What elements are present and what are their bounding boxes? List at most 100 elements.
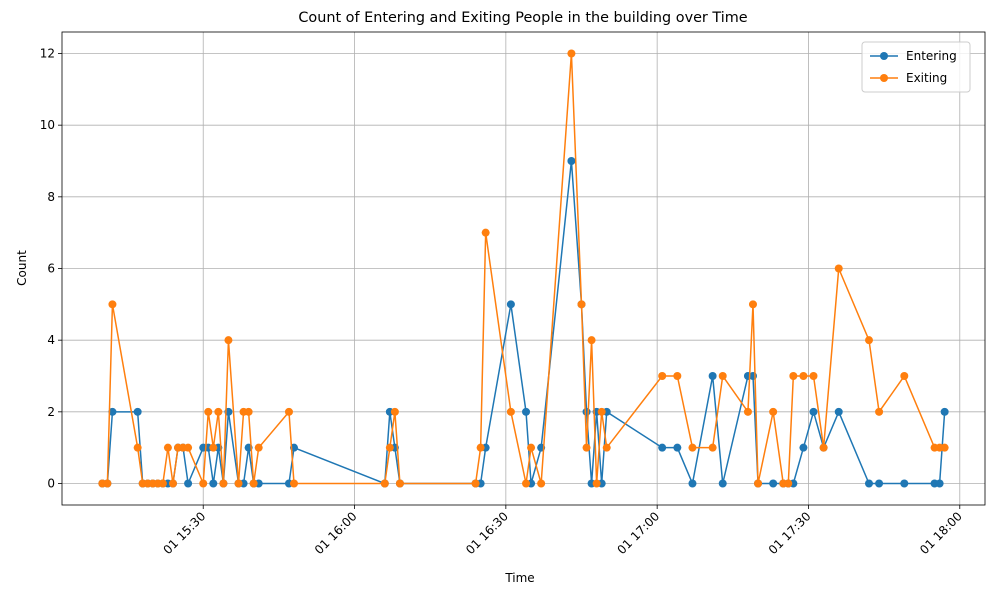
data-point	[587, 336, 596, 345]
data-point	[567, 49, 576, 58]
data-point	[506, 300, 515, 309]
data-point	[718, 479, 727, 488]
data-point	[522, 407, 531, 416]
data-point	[184, 479, 193, 488]
data-point	[390, 407, 399, 416]
data-point	[214, 407, 223, 416]
data-point	[168, 479, 177, 488]
data-point	[506, 407, 515, 416]
x-tick-label: 01 17:30	[766, 509, 814, 557]
data-point	[658, 372, 667, 380]
data-point	[597, 407, 606, 416]
data-point	[718, 372, 727, 380]
data-point	[688, 479, 697, 488]
data-point	[673, 443, 682, 452]
data-point	[133, 443, 142, 452]
data-point	[834, 264, 843, 273]
data-point	[688, 443, 697, 452]
y-tick-label: 12	[40, 47, 55, 61]
legend-marker	[880, 52, 888, 60]
data-point	[234, 479, 243, 488]
data-point	[537, 479, 546, 488]
data-point	[748, 300, 757, 309]
data-point	[900, 479, 909, 488]
legend-label: Entering	[906, 49, 957, 63]
x-tick-label: 01 17:00	[614, 509, 662, 557]
data-point	[219, 479, 228, 488]
data-point	[789, 372, 798, 380]
data-point	[673, 372, 682, 380]
y-tick-label: 4	[47, 333, 55, 347]
data-point	[658, 443, 667, 452]
data-point	[582, 443, 591, 452]
data-point	[224, 336, 233, 345]
x-tick-label: 01 16:30	[463, 509, 511, 557]
data-point	[799, 443, 808, 452]
data-point	[471, 479, 480, 488]
data-point	[527, 443, 536, 452]
data-point	[284, 407, 293, 416]
data-point	[158, 479, 167, 488]
data-point	[940, 407, 949, 416]
data-point	[784, 479, 793, 488]
data-point	[809, 407, 818, 416]
data-point	[602, 443, 611, 452]
data-point	[244, 407, 253, 416]
data-point	[567, 157, 576, 165]
data-point	[133, 407, 142, 416]
data-point	[875, 479, 884, 488]
data-point	[769, 479, 778, 488]
data-point	[582, 407, 591, 416]
data-point	[743, 407, 752, 416]
x-tick-label: 01 18:00	[917, 509, 965, 557]
data-point	[834, 407, 843, 416]
y-tick-label: 2	[47, 405, 55, 419]
data-point	[900, 372, 909, 380]
data-point	[875, 407, 884, 416]
data-point	[864, 479, 873, 488]
data-point	[204, 407, 213, 416]
data-point	[940, 443, 949, 452]
y-tick-label: 8	[47, 190, 55, 204]
data-point	[199, 479, 208, 488]
data-point	[290, 479, 299, 488]
data-point	[395, 479, 404, 488]
data-point	[799, 372, 808, 380]
x-tick-label: 01 15:30	[160, 509, 208, 557]
data-point	[522, 479, 531, 488]
chart-title: Count of Entering and Exiting People in …	[298, 10, 747, 26]
data-point	[476, 443, 485, 452]
y-tick-label: 6	[47, 262, 55, 276]
y-tick-label: 10	[40, 118, 55, 132]
data-point	[809, 372, 818, 380]
legend-marker	[880, 74, 888, 82]
data-point	[592, 479, 601, 488]
data-point	[481, 228, 490, 237]
data-point	[819, 443, 828, 452]
data-point	[209, 479, 218, 488]
data-point	[380, 479, 389, 488]
data-point	[184, 443, 193, 452]
data-point	[754, 479, 763, 488]
data-point	[103, 479, 112, 488]
x-axis-label: Time	[504, 571, 534, 585]
series-line	[102, 160, 946, 487]
x-tick-label: 01 16:00	[312, 509, 360, 557]
legend-label: Exiting	[906, 71, 947, 85]
y-axis-label: Count	[15, 250, 29, 286]
plot-frame	[61, 31, 986, 506]
data-point	[163, 443, 172, 452]
y-tick-label: 0	[47, 477, 55, 491]
data-point	[577, 300, 586, 309]
data-point	[708, 372, 717, 380]
data-point	[769, 407, 778, 416]
data-point	[209, 443, 218, 452]
data-point	[935, 479, 944, 488]
data-point	[108, 407, 117, 416]
data-point	[385, 443, 394, 452]
data-point	[108, 300, 117, 309]
data-point	[249, 479, 258, 488]
data-point	[708, 443, 717, 452]
data-point	[864, 336, 873, 345]
